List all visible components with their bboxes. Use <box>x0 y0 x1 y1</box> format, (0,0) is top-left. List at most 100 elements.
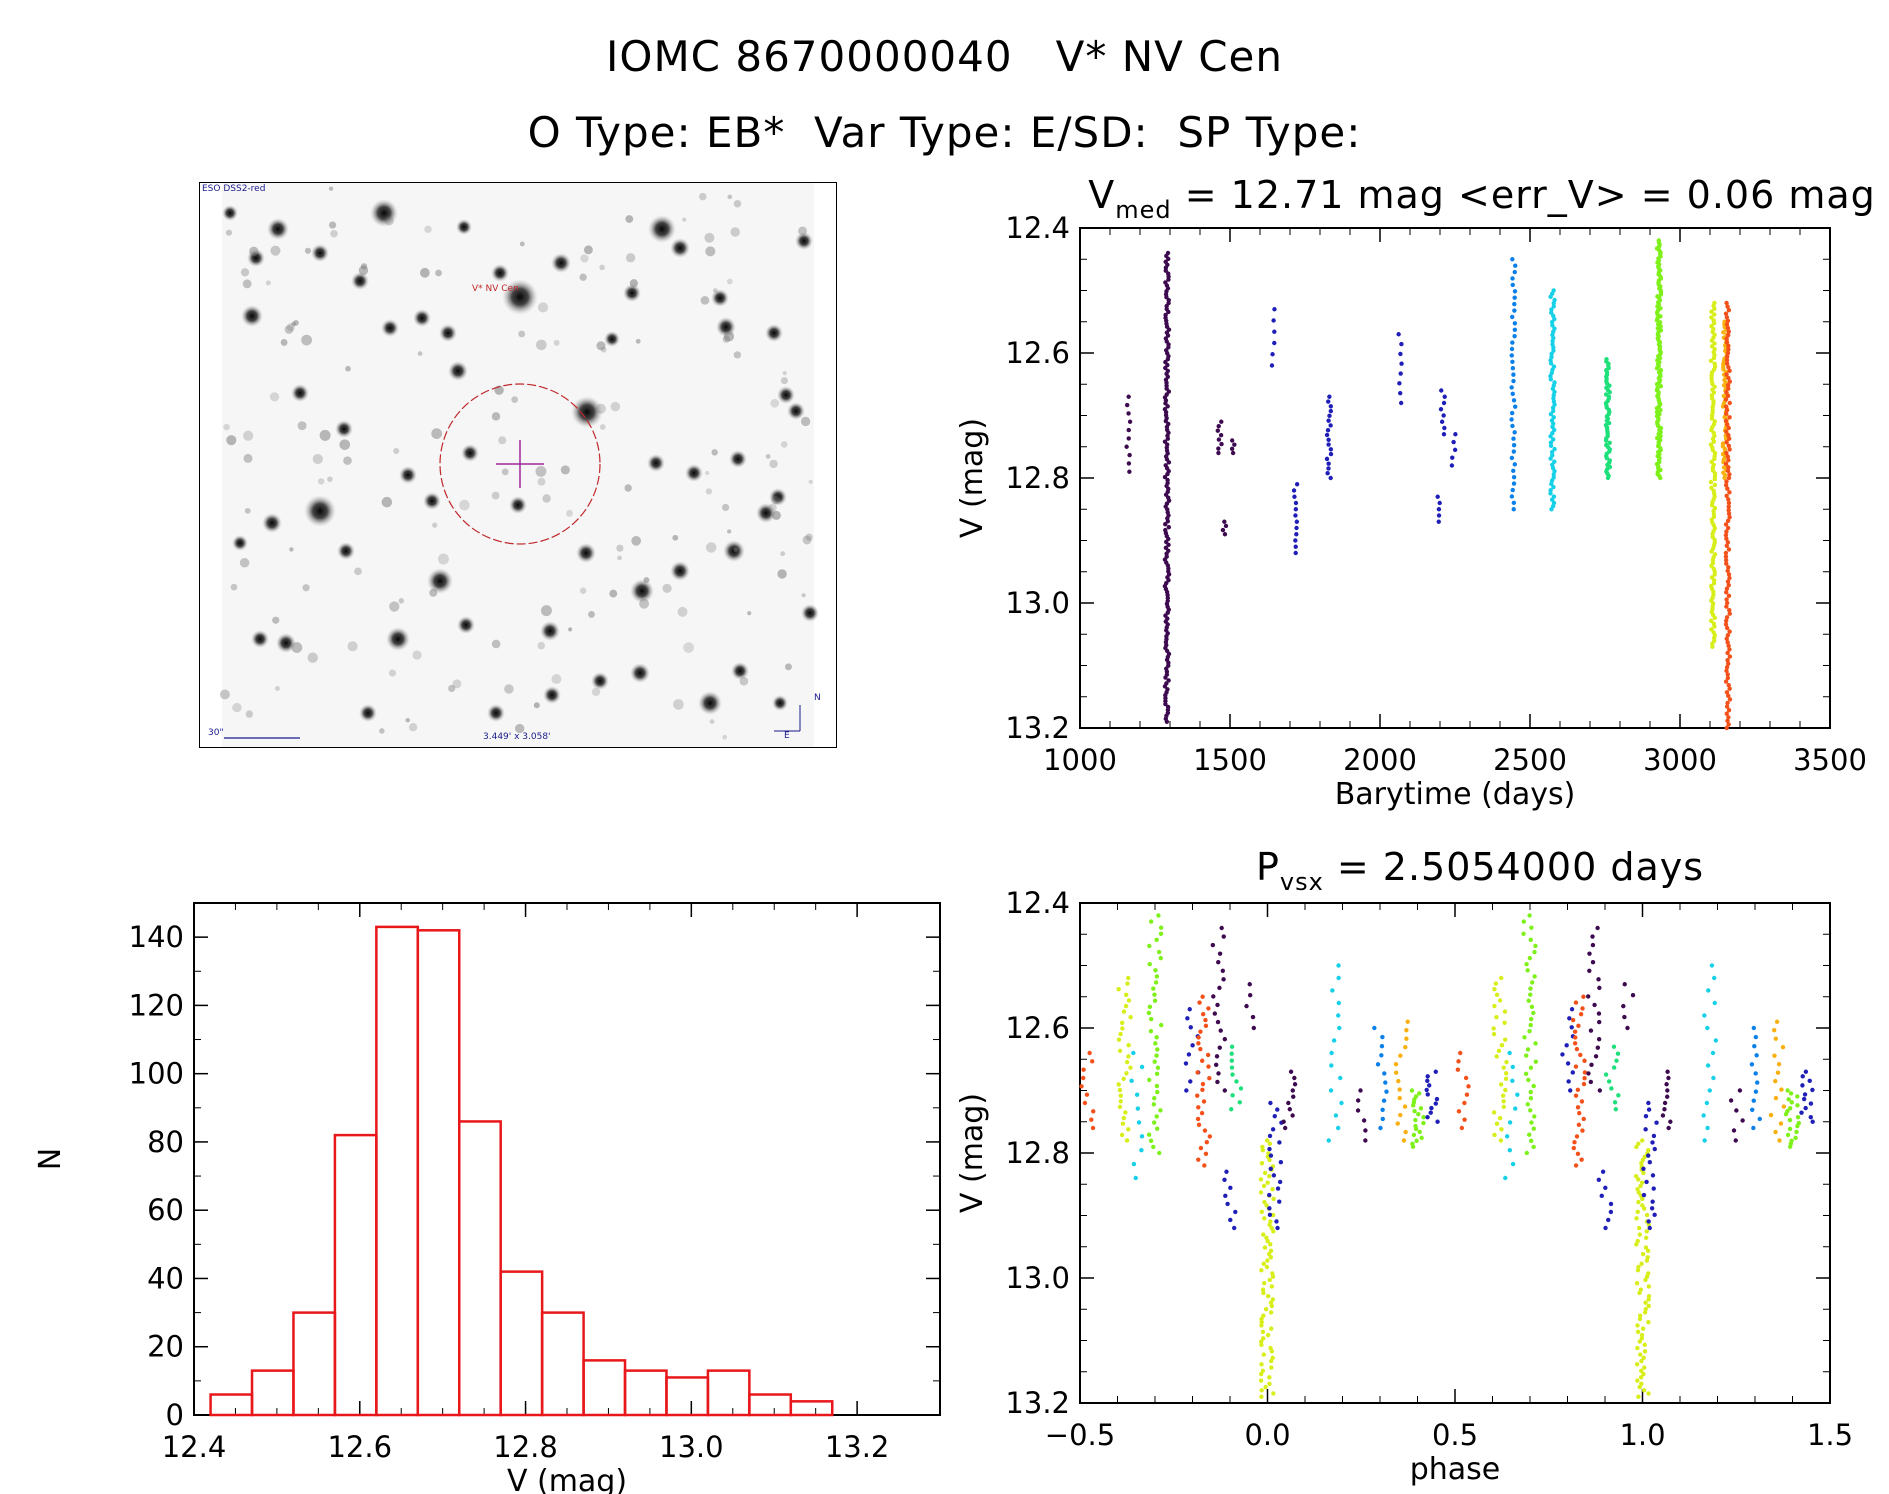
star <box>630 579 654 603</box>
data-point <box>1126 1054 1131 1059</box>
data-point <box>1260 1144 1265 1150</box>
data-point <box>1335 1125 1341 1131</box>
faint-star <box>629 279 638 288</box>
data-point <box>1126 1043 1131 1048</box>
data-point <box>1643 1245 1649 1250</box>
data-point <box>1293 513 1298 518</box>
data-point <box>1726 386 1731 391</box>
data-point <box>1567 1016 1572 1021</box>
faint-star <box>596 341 606 351</box>
data-point <box>1775 1070 1781 1075</box>
faint-star <box>610 401 621 412</box>
data-point <box>1725 700 1730 706</box>
data-point <box>1654 405 1660 411</box>
data-point <box>1630 992 1636 998</box>
data-point <box>1126 975 1131 981</box>
faint-star <box>301 334 312 346</box>
data-point <box>1727 611 1732 616</box>
data-point <box>1124 1059 1130 1065</box>
data-point <box>1190 1043 1195 1048</box>
data-point <box>1639 1381 1644 1386</box>
data-point <box>1380 1116 1385 1122</box>
faint-star <box>662 583 672 593</box>
data-point <box>1281 1119 1286 1124</box>
data-point <box>1528 1138 1534 1144</box>
faint-star <box>360 263 368 270</box>
data-point <box>1726 715 1731 720</box>
data-point <box>1154 1071 1160 1077</box>
data-point <box>1259 1342 1264 1348</box>
faint-star <box>275 686 280 691</box>
data-point <box>1195 1116 1201 1122</box>
data-point <box>1213 1062 1219 1068</box>
data-point <box>1262 1245 1268 1250</box>
data-point <box>1449 463 1455 468</box>
data-point <box>1267 1381 1272 1386</box>
data-point <box>1712 312 1717 317</box>
x-tick-label: 1.0 <box>1619 1418 1665 1452</box>
data-point <box>1723 590 1729 595</box>
data-point <box>1725 422 1730 427</box>
data-point <box>1384 1089 1389 1094</box>
data-point <box>1355 1108 1361 1113</box>
data-point <box>1712 572 1717 577</box>
data-point <box>1153 980 1159 985</box>
data-point <box>1723 311 1729 316</box>
faint-star <box>771 510 781 520</box>
data-point <box>1646 1297 1651 1302</box>
data-point <box>1725 304 1730 309</box>
data-point <box>1261 1290 1266 1296</box>
data-point <box>1503 1175 1508 1181</box>
data-point <box>1646 1107 1652 1112</box>
faint-star <box>511 396 518 403</box>
data-point <box>1749 1062 1755 1067</box>
faint-star <box>537 302 549 313</box>
data-point <box>1551 345 1556 350</box>
star <box>756 503 776 523</box>
data-point <box>1199 1110 1205 1116</box>
data-point <box>1582 1076 1587 1081</box>
data-point <box>1723 532 1729 538</box>
data-point <box>1198 1029 1203 1034</box>
data-point <box>1397 381 1402 386</box>
faint-star <box>553 339 560 346</box>
data-point <box>1726 582 1731 588</box>
data-point <box>1229 438 1235 443</box>
data-point <box>1808 1101 1814 1106</box>
data-point <box>1768 1112 1774 1118</box>
data-point <box>1512 289 1518 294</box>
faint-star <box>354 567 362 576</box>
data-point <box>1228 1217 1233 1223</box>
data-point <box>1724 357 1730 363</box>
data-point <box>1196 1105 1201 1110</box>
data-point <box>1271 1196 1276 1202</box>
data-point <box>1411 1103 1416 1108</box>
data-point <box>1590 934 1595 939</box>
data-point <box>1582 1058 1587 1063</box>
data-point <box>1640 1196 1645 1202</box>
data-point <box>1720 404 1726 409</box>
data-point <box>1573 1064 1579 1069</box>
data-point <box>1157 1150 1162 1156</box>
data-point <box>1723 482 1729 488</box>
data-point <box>1531 1083 1536 1089</box>
data-point <box>1509 346 1515 352</box>
faint-star <box>677 606 688 617</box>
data-point <box>1724 340 1730 345</box>
faint-star <box>616 544 624 552</box>
x-tick-label: 1500 <box>1193 743 1267 777</box>
data-point <box>1079 1084 1084 1089</box>
data-point <box>1147 962 1152 967</box>
data-point <box>1418 1106 1424 1111</box>
data-point <box>1419 1135 1424 1141</box>
data-point <box>1726 436 1732 441</box>
data-point <box>1215 428 1221 433</box>
faint-star <box>625 215 634 223</box>
data-point <box>1513 263 1518 268</box>
faint-star <box>599 424 606 430</box>
data-point <box>1726 722 1731 727</box>
faint-star <box>304 247 312 254</box>
data-point <box>1205 1052 1211 1058</box>
data-point <box>1664 1094 1670 1099</box>
data-point <box>1207 1134 1213 1139</box>
